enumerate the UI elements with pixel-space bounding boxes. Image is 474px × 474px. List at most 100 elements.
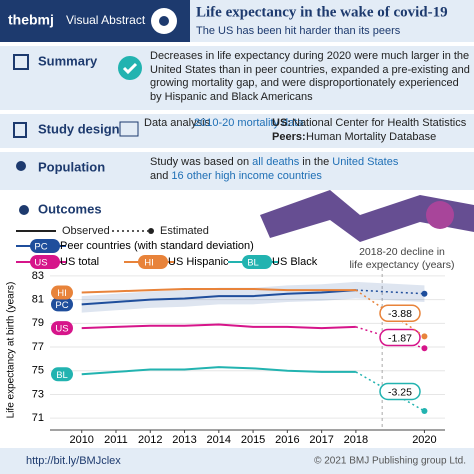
legend-label: US total [60, 256, 99, 268]
legend-badge-label: US [34, 258, 47, 269]
badge [51, 367, 73, 382]
decline-label: -3.25 [388, 386, 412, 398]
badge [51, 285, 73, 300]
badge-label: HI [57, 288, 67, 299]
x-tick-label: 2020 [412, 434, 436, 446]
estimate-point [421, 408, 428, 415]
legend-estimated: Estimated [160, 225, 209, 237]
subtitle: The US has been hit harder than its peer… [196, 25, 401, 37]
decline-box [379, 304, 421, 323]
legend-label: US Hispanic [168, 256, 229, 268]
summary-text: Decreases in life expectancy during 2020… [150, 50, 470, 103]
table-icon [119, 121, 139, 137]
estimate-point [421, 290, 428, 297]
estimate-point [421, 345, 428, 352]
legend-label: US Black [272, 256, 318, 268]
y-tick-label: 73 [32, 388, 44, 400]
x-tick-label: 2011 [104, 434, 128, 446]
population-bg [0, 152, 474, 190]
check-mark [122, 62, 138, 75]
y-tick-label: 81 [32, 294, 44, 306]
legend-badge [30, 255, 52, 269]
legend-observed: Observed [62, 225, 110, 237]
estimate-line [355, 289, 425, 295]
std-band [81, 281, 425, 313]
badge [51, 297, 73, 312]
decline-box [379, 382, 421, 401]
badge-label: BL [56, 370, 68, 381]
design-bg [0, 114, 474, 148]
y-tick-label: 79 [32, 317, 44, 329]
pop-part: and [150, 170, 168, 182]
x-tick-label: 2013 [172, 434, 196, 446]
estimate-point [421, 333, 428, 340]
label: Visual Abstract [66, 13, 146, 27]
design-heading: Study design [38, 121, 120, 136]
pop-part: 16 other high income countries [171, 170, 322, 182]
y-tick-label: 83 [32, 270, 44, 282]
outcomes-icon [19, 205, 29, 215]
pop-part: Study was based on [150, 156, 249, 168]
design-item2: 2010-20 mortality data [194, 117, 304, 129]
estimate-line [355, 371, 425, 412]
x-tick-label: 2010 [69, 434, 93, 446]
badge-label: US [55, 324, 68, 335]
decline-box [379, 328, 421, 347]
outcomes-heading: Outcomes [38, 201, 102, 216]
pop-part: United States [332, 156, 399, 168]
y-tick-label: 75 [32, 365, 44, 377]
logo: thebmj [8, 12, 54, 28]
design-icon [13, 122, 27, 138]
eye-pupil [159, 16, 169, 26]
virus-decoration [426, 201, 454, 229]
y-tick-label: 71 [32, 412, 44, 424]
legend-estimated-dot [148, 228, 154, 234]
legend-label: Peer countries (with standard deviation) [60, 240, 254, 252]
source2-label: Peers: [272, 131, 306, 143]
design-item1: Data analysis [144, 117, 211, 129]
population-heading: Population [38, 159, 105, 174]
y-axis-label: Life expectancy at birth (years) [6, 282, 17, 419]
x-tick-label: 2012 [138, 434, 162, 446]
source1: National Center for Health Statistics [292, 117, 467, 129]
legend-badge [138, 255, 160, 269]
decline-label: -1.87 [388, 332, 412, 344]
legend-badge-label: PC [34, 242, 47, 253]
legend-badge [242, 255, 264, 269]
x-tick-label: 2014 [207, 434, 231, 446]
legend-badge-label: BL [247, 258, 259, 269]
summary-heading: Summary [38, 53, 98, 68]
annotation: life expectancy (years) [349, 259, 454, 271]
pop-part: in the [302, 156, 329, 168]
population-line2: and 16 other high income countries [150, 170, 322, 182]
title: Life expectancy in the wake of covid-19 [196, 4, 448, 20]
footer-link[interactable]: http://bit.ly/BMJclex [26, 455, 121, 467]
series-line [81, 323, 356, 330]
y-tick-label: 77 [32, 341, 44, 353]
x-tick-label: 2015 [241, 434, 265, 446]
source2: Human Mortality Database [306, 131, 436, 143]
pop-part: all deaths [252, 156, 300, 168]
footer-copyright: © 2021 BMJ Publishing group Ltd. [314, 456, 466, 467]
x-tick-label: 2018 [344, 434, 368, 446]
badge-label: PC [55, 300, 68, 311]
series-line [81, 287, 356, 294]
series-line [81, 366, 356, 376]
summary-icon [13, 54, 29, 70]
summary-box: Decreases in life expectancy during 2020… [150, 50, 470, 103]
x-tick-label: 2017 [309, 434, 333, 446]
annotation: 2018-20 decline in [359, 246, 445, 258]
population-icon [16, 161, 26, 171]
legend-badge [30, 239, 52, 253]
lightning-decoration [260, 190, 474, 242]
summary-bg [0, 46, 474, 110]
x-tick-label: 2016 [275, 434, 299, 446]
legend-badge-label: HI [144, 258, 154, 269]
series-line [81, 289, 356, 306]
footer-bg [0, 448, 474, 474]
badge [51, 321, 73, 336]
population-line1: Study was based on all deaths in the Uni… [150, 156, 399, 168]
source1-label: US: [272, 117, 291, 129]
